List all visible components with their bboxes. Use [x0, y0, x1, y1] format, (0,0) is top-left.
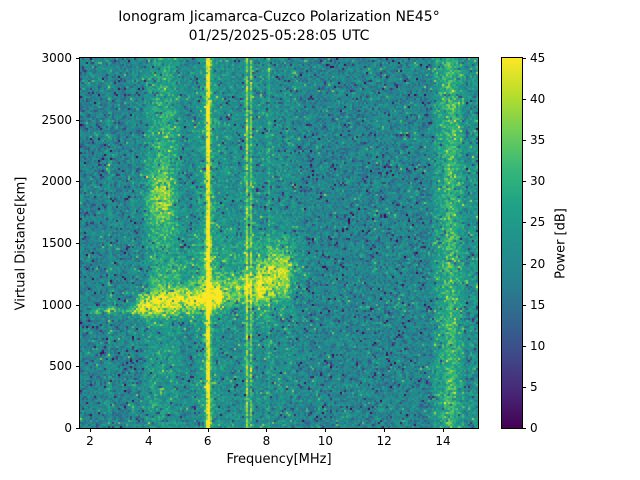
x-tick-label: 14: [435, 434, 451, 448]
chart-title-line2: 01/25/2025-05:28:05 UTC: [188, 28, 370, 44]
x-tick-label: 6: [203, 434, 212, 448]
colorbar-tick-mark: [522, 58, 526, 59]
x-tick-mark: [442, 428, 444, 432]
colorbar-tick-label: 35: [530, 133, 546, 148]
x-tick-label: 4: [145, 434, 153, 448]
y-tick-label: 1500: [41, 236, 72, 250]
colorbar-tick-mark: [522, 140, 526, 142]
y-tick-label: 1000: [41, 297, 72, 312]
colorbar-tick-mark: [522, 428, 526, 429]
y-tick-label: 3000: [41, 51, 72, 65]
y-tick-mark: [76, 366, 80, 368]
x-tick-label: 2: [86, 434, 94, 448]
colorbar-label: Power [dB]: [553, 208, 569, 279]
colorbar-tick-label: 40: [530, 92, 546, 107]
ionogram-heatmap: [80, 58, 478, 428]
x-tick-mark: [207, 428, 209, 432]
y-tick-label: 2500: [41, 112, 72, 127]
chart-title-line1: Ionogram Jicamarca-Cuzco Polarization NE…: [118, 9, 440, 25]
colorbar-tick-mark: [522, 386, 526, 388]
y-tick-mark: [76, 243, 80, 244]
colorbar-tick-mark: [522, 345, 526, 347]
y-tick-mark: [76, 428, 80, 429]
x-tick-mark: [325, 428, 327, 432]
colorbar: [501, 57, 523, 429]
colorbar-tick-mark: [522, 99, 526, 101]
y-tick-label: 500: [49, 359, 72, 374]
x-tick-mark: [90, 428, 91, 432]
colorbar-tick-label: 25: [530, 215, 546, 230]
x-tick-label: 8: [262, 434, 271, 448]
colorbar-tick-mark: [522, 181, 526, 183]
colorbar-tick-label: 45: [530, 51, 546, 65]
colorbar-tick-label: 0: [530, 421, 538, 435]
colorbar-tick-label: 30: [530, 174, 546, 189]
x-axis-label: Frequency[MHz]: [226, 452, 332, 467]
x-tick-mark: [266, 428, 268, 432]
x-tick-label: 12: [376, 434, 392, 448]
y-tick-mark: [76, 304, 80, 306]
colorbar-tick-mark: [522, 304, 526, 306]
y-tick-label: 0: [64, 421, 72, 435]
y-tick-mark: [76, 181, 80, 183]
y-axis-label: Virtual Distance[km]: [13, 176, 29, 311]
colorbar-tick-label: 10: [530, 338, 546, 353]
y-tick-mark: [76, 119, 80, 121]
chart-title: Ionogram Jicamarca-Cuzco Polarization NE…: [80, 8, 478, 46]
colorbar-tick-label: 5: [530, 379, 538, 394]
x-tick-mark: [148, 428, 150, 432]
plot-area: [79, 57, 479, 429]
y-tick-label: 2000: [41, 174, 72, 189]
colorbar-tick-mark: [522, 263, 526, 265]
colorbar-tick-label: 20: [530, 256, 546, 271]
colorbar-tick-mark: [522, 222, 526, 224]
y-tick-mark: [76, 58, 80, 59]
x-tick-mark: [384, 428, 386, 432]
colorbar-tick-label: 15: [530, 297, 546, 312]
x-tick-label: 10: [317, 434, 333, 448]
